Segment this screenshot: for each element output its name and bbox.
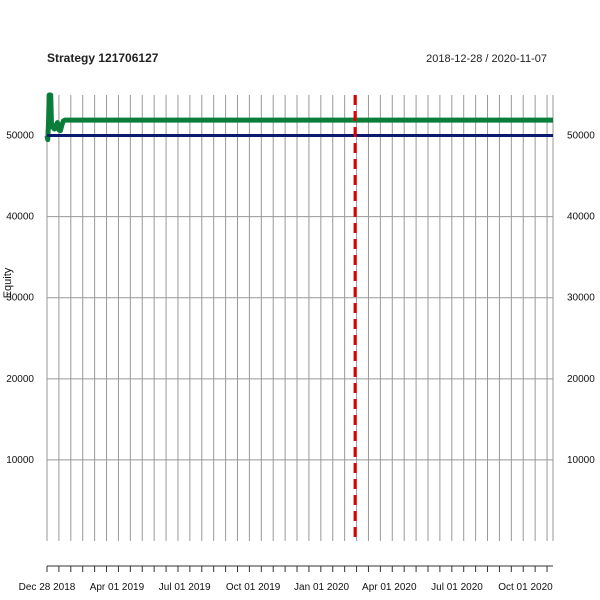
x-axis: Dec 28 2018 Apr 01 2019 Jul 01 2019 Oct 01 … <box>19 565 553 593</box>
y-tick-label-right: 10000 <box>567 455 595 466</box>
x-tick-label: Oct 01 2019 <box>226 582 281 593</box>
y-tick-label-left: 20000 <box>6 374 34 385</box>
x-tick-label: Jul 01 2019 <box>159 582 211 593</box>
chart-date-range: 2018-12-28 / 2020-11-07 <box>426 53 547 65</box>
y-axis-label: Equity <box>2 267 14 298</box>
y-tick-label-left: 50000 <box>6 131 34 142</box>
y-tick-label-left: 30000 <box>6 293 34 304</box>
x-tick-label: Oct 01 2020 <box>498 582 553 593</box>
y-tick-label-left: 10000 <box>6 455 34 466</box>
y-axis-left: 10000 20000 30000 40000 50000 <box>6 131 34 466</box>
series-line-1 <box>44 92 553 143</box>
y-tick-label-right: 40000 <box>567 212 595 223</box>
chart-title: Strategy 121706127 <box>47 51 159 65</box>
x-tick-label: Dec 28 2018 <box>19 582 76 593</box>
x-tick-label: Apr 01 2020 <box>362 582 417 593</box>
y-tick-label-right: 20000 <box>567 374 595 385</box>
y-axis-right: 10000 20000 30000 40000 50000 <box>567 131 595 466</box>
y-tick-label-right: 50000 <box>567 131 595 142</box>
grid-lines <box>46 95 554 541</box>
series-lines <box>44 92 553 143</box>
x-tick-label: Apr 01 2019 <box>90 582 145 593</box>
x-tick-label: Jan 01 2020 <box>294 582 349 593</box>
y-tick-label-right: 30000 <box>567 293 595 304</box>
x-tick-label: Jul 01 2020 <box>431 582 483 593</box>
y-tick-label-left: 40000 <box>6 212 34 223</box>
